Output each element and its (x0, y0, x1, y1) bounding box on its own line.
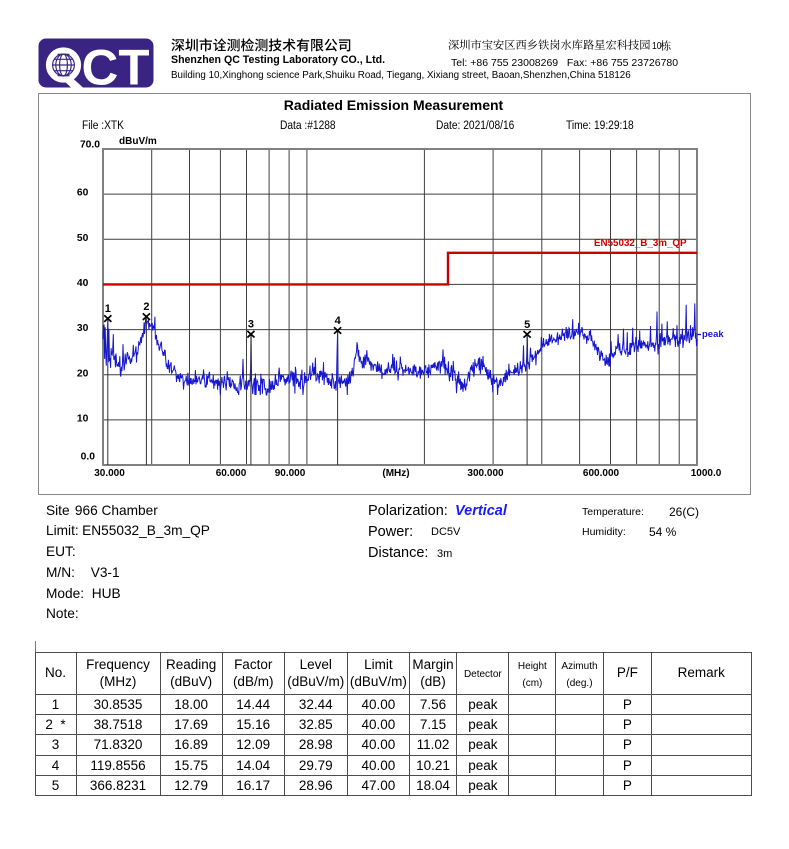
svg-text:20: 20 (77, 368, 89, 379)
svg-text:90.000: 90.000 (275, 468, 306, 479)
svg-text:CT: CT (82, 40, 150, 89)
svg-text:dBuV/m: dBuV/m (119, 136, 157, 147)
svg-text:2: 2 (143, 301, 149, 313)
svg-text:70.0: 70.0 (80, 140, 100, 151)
svg-text:60: 60 (77, 188, 89, 199)
svg-text:peak: peak (702, 329, 724, 340)
svg-text:40: 40 (77, 278, 89, 289)
svg-text:1: 1 (105, 303, 111, 315)
svg-text:300.000: 300.000 (467, 468, 504, 479)
svg-text:600.000: 600.000 (583, 468, 620, 479)
svg-text:4: 4 (335, 315, 342, 327)
svg-text:0.0: 0.0 (81, 452, 96, 463)
svg-text:(MHz): (MHz) (382, 468, 409, 479)
svg-text:50: 50 (77, 233, 89, 244)
svg-text:5: 5 (524, 319, 530, 331)
svg-text:30: 30 (77, 323, 89, 334)
svg-text:1000.0: 1000.0 (691, 468, 722, 479)
svg-text:10: 10 (77, 414, 89, 425)
svg-text:60.000: 60.000 (216, 468, 247, 479)
svg-text:EN55032_B_3m_QP: EN55032_B_3m_QP (594, 238, 687, 249)
svg-text:3: 3 (248, 319, 254, 331)
svg-text:30.000: 30.000 (94, 468, 125, 479)
